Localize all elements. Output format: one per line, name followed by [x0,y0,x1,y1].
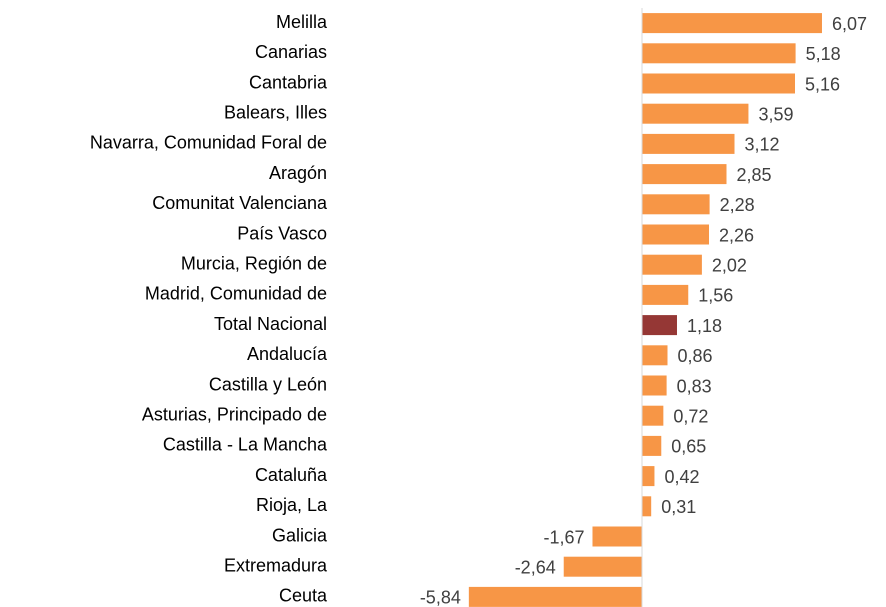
category-label: Rioja, La [256,495,328,515]
value-label: 0,86 [677,346,712,366]
bar [642,224,710,245]
value-label: 3,59 [758,104,793,124]
category-label: Galicia [272,525,328,545]
category-label: Asturias, Principado de [142,404,327,424]
bar [642,164,727,185]
value-label: 1,56 [698,286,733,306]
category-label: Aragón [269,163,327,183]
bar [642,133,735,154]
value-label: -1,67 [543,527,584,547]
value-label: 2,26 [719,225,754,245]
value-label: -5,84 [420,588,461,607]
value-label: 0,42 [664,467,699,487]
value-label: 3,12 [745,135,780,155]
category-label: Cataluña [255,465,328,485]
bar [642,103,749,124]
bar [642,284,689,305]
bar [642,375,667,396]
bar [642,405,664,426]
value-label: 0,72 [673,406,708,426]
category-label: Canarias [255,42,327,62]
bar [642,13,822,34]
category-label: Castilla - La Mancha [163,435,328,455]
value-label: 0,65 [671,437,706,457]
value-label: 5,16 [805,74,840,94]
bar [642,194,710,215]
category-label: Balears, Illes [224,102,327,122]
category-label: Comunitat Valenciana [152,193,328,213]
bar [642,254,702,275]
category-label: Castilla y León [209,374,327,394]
category-label: Murcia, Región de [181,253,327,273]
value-label: 2,28 [720,195,755,215]
value-label: -2,64 [515,557,556,577]
category-label: Madrid, Comunidad de [145,284,327,304]
value-label: 2,02 [712,255,747,275]
category-label: Andalucía [247,344,328,364]
value-label: 2,85 [737,165,772,185]
bar [642,435,662,456]
value-label: 0,31 [661,497,696,517]
bar [642,315,677,336]
value-label: 5,18 [806,44,841,64]
bar [592,526,642,547]
bar [642,345,668,366]
category-label: Melilla [276,12,328,32]
value-label: 6,07 [832,14,867,34]
category-label: País Vasco [237,223,327,243]
bar [563,556,642,577]
category-label: Cantabria [249,72,328,92]
category-label: Ceuta [279,586,328,606]
bar [642,466,655,487]
bar [642,496,652,517]
value-label: 0,83 [677,376,712,396]
category-label: Navarra, Comunidad Foral de [90,133,327,153]
bar [642,73,795,94]
bar [468,586,642,607]
category-label: Total Nacional [214,314,327,334]
value-label: 1,18 [687,316,722,336]
bar [642,43,796,64]
category-label: Extremadura [224,555,328,575]
